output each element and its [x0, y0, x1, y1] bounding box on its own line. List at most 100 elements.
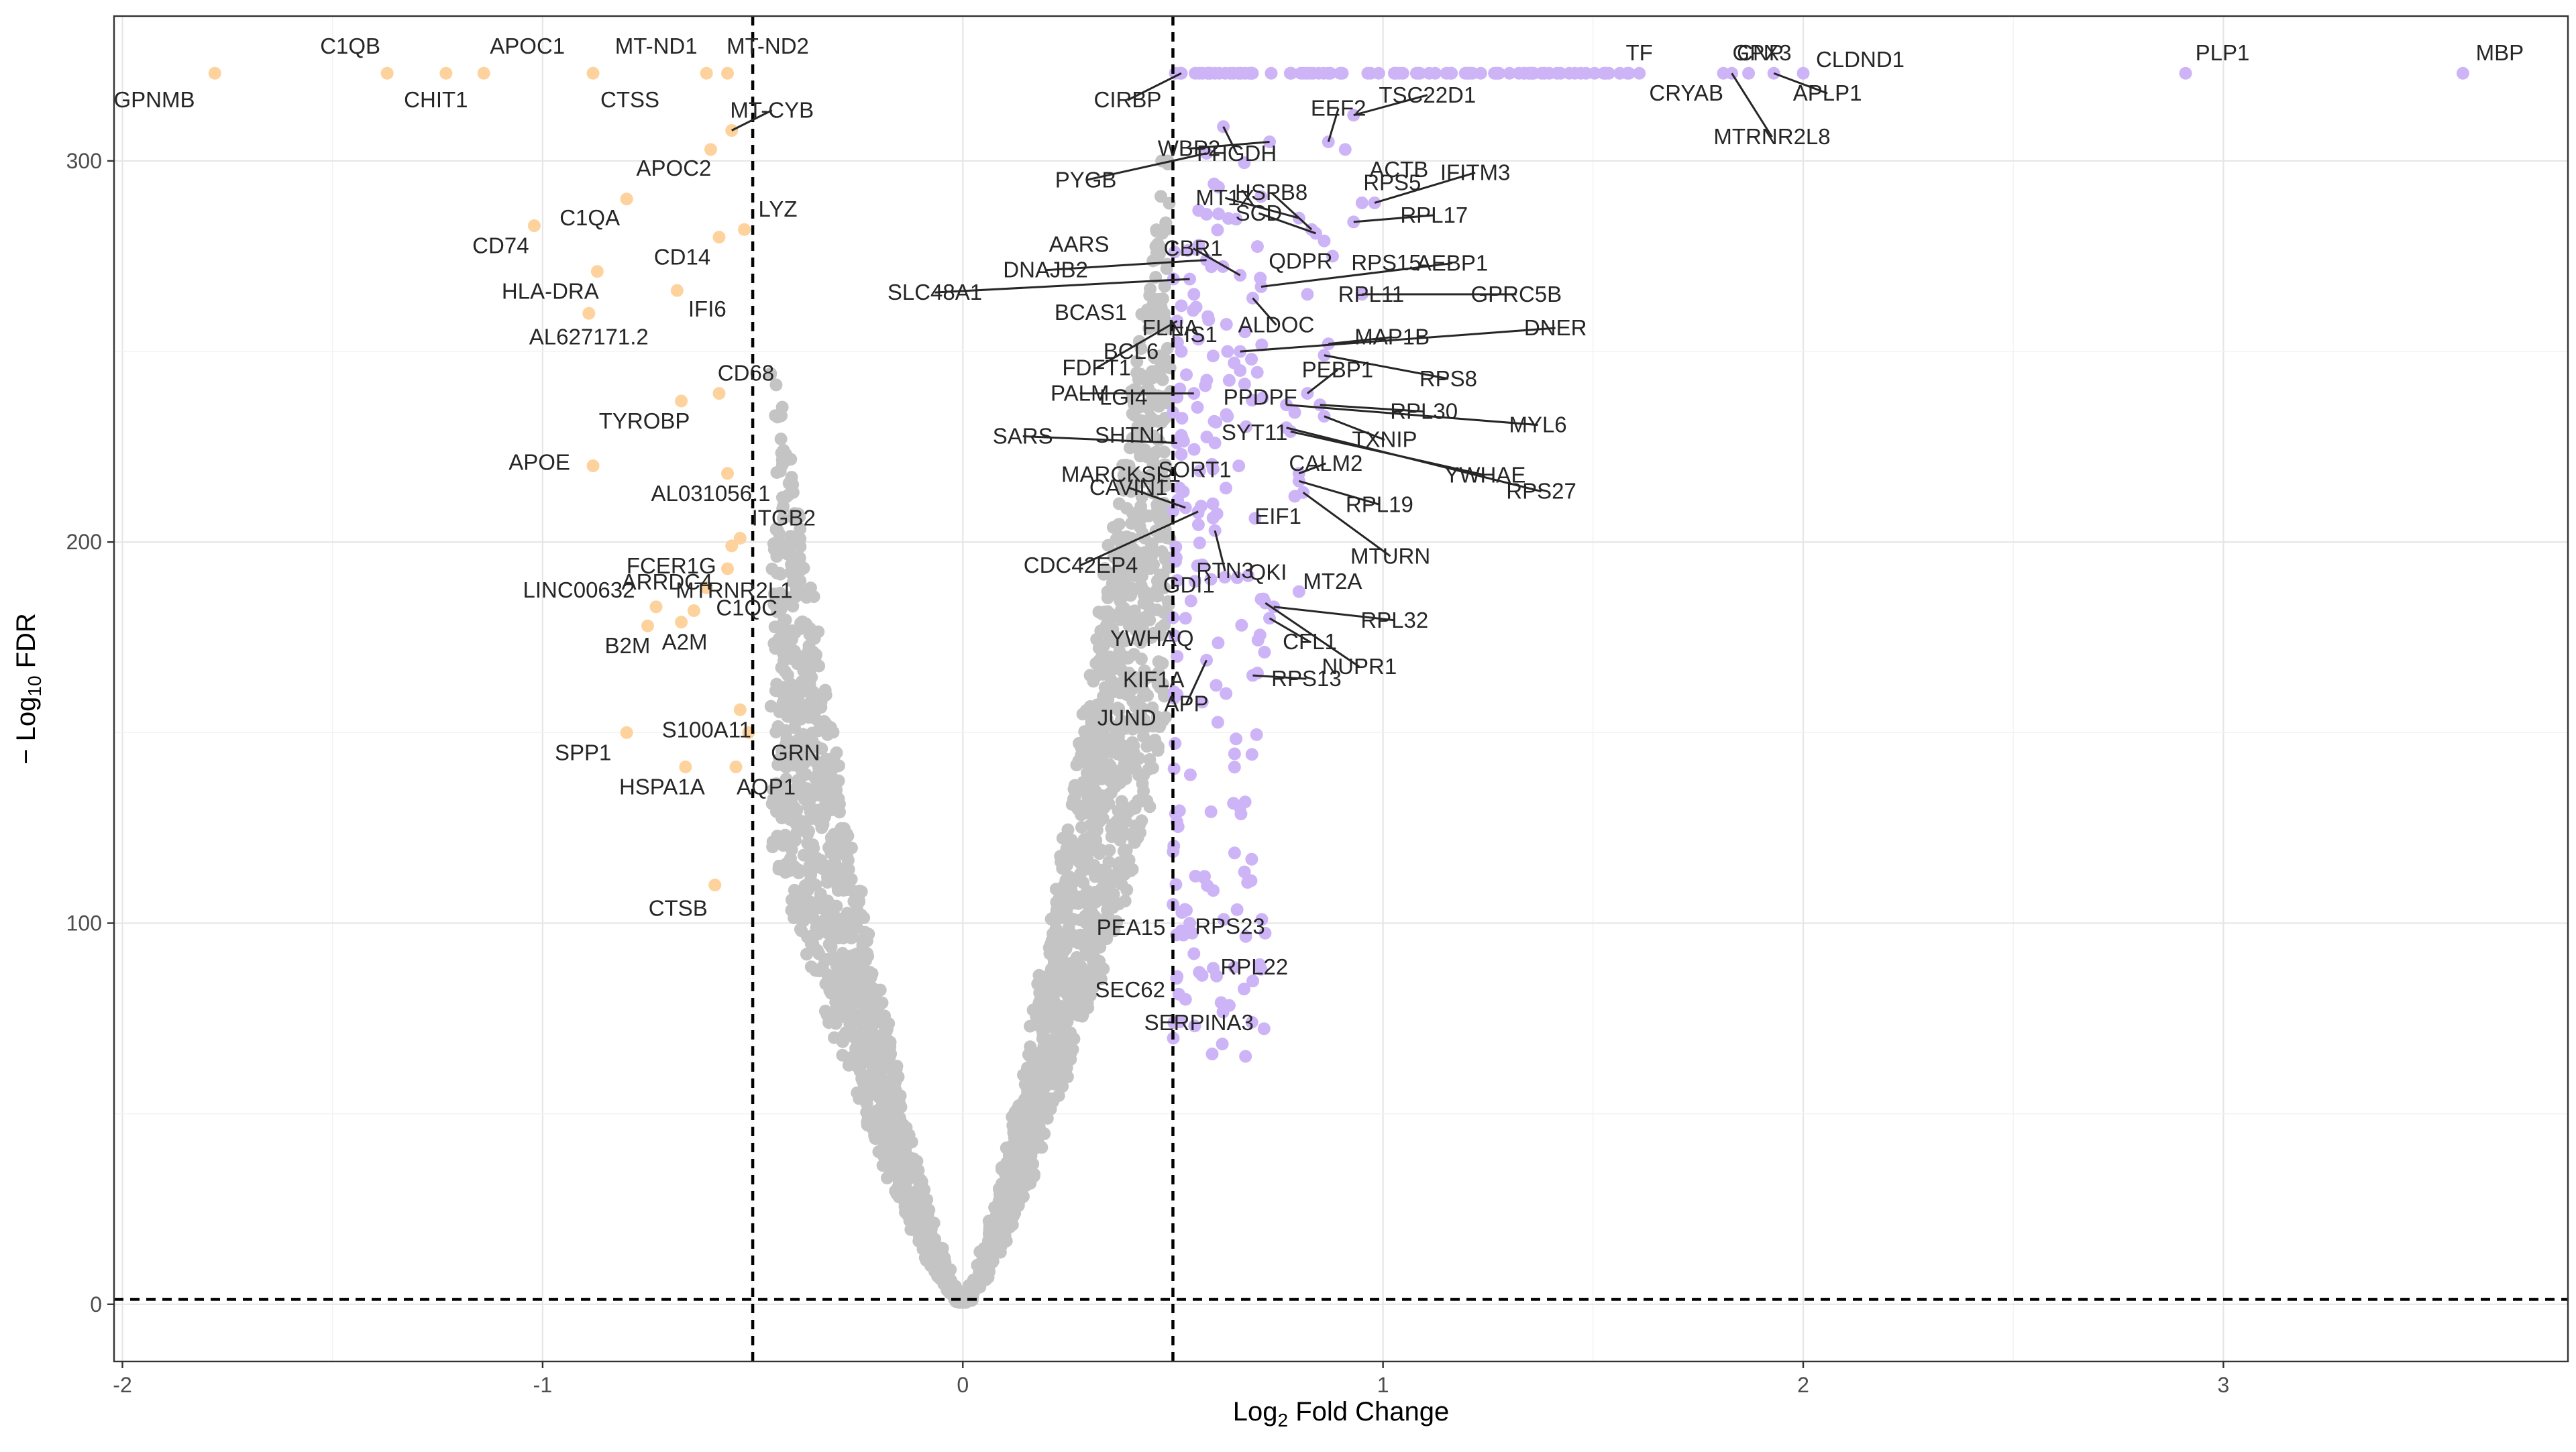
ns-point	[827, 761, 841, 774]
ns-point	[1136, 508, 1149, 521]
ns-point	[995, 1162, 1008, 1176]
ns-point	[1057, 1014, 1071, 1027]
ns-point	[800, 948, 813, 961]
up-point	[1205, 457, 1219, 471]
x-tick-label: -1	[533, 1373, 552, 1397]
gene-label-slc48a1: SLC48A1	[888, 280, 982, 304]
ns-point	[801, 836, 814, 850]
leader-line	[1022, 435, 1177, 444]
ns-point	[1099, 710, 1113, 723]
up-point-capped	[1554, 66, 1567, 80]
gene-label-rps23: RPS23	[1195, 913, 1265, 938]
gene-point-syt11	[1288, 406, 1301, 419]
up-point	[1183, 768, 1197, 781]
axis-ticks: -2 -1 0 1 2 3 0 100 200 300	[66, 149, 2230, 1397]
y-tick-label: 200	[66, 530, 102, 554]
ns-point	[1003, 1142, 1016, 1156]
up-point	[1173, 804, 1186, 818]
leader-line	[1214, 530, 1226, 571]
gene-label-cnp: CNP	[1737, 40, 1784, 65]
ns-point	[1060, 852, 1073, 866]
up-point	[1227, 797, 1240, 810]
up-point-capped	[1579, 66, 1593, 80]
gene-label-tf: TF	[1625, 40, 1652, 65]
up-point	[1167, 504, 1180, 518]
gene-point-apoc2	[704, 143, 717, 156]
leader-line	[1080, 510, 1199, 567]
ns-point	[804, 695, 818, 709]
ns-point	[1008, 1117, 1022, 1131]
up-point	[1210, 679, 1223, 692]
gene-label-rps27: RPS27	[1506, 479, 1576, 504]
gene-point-aqp1	[729, 760, 743, 773]
ns-point	[1152, 240, 1166, 254]
gene-point-cd74	[527, 219, 541, 233]
ns-point	[833, 797, 846, 811]
ns-point	[1027, 1133, 1040, 1146]
ns-point	[832, 965, 845, 979]
up-point-capped	[1517, 66, 1531, 80]
ns-point	[1062, 1054, 1075, 1067]
ns-point	[801, 910, 814, 924]
ns-point	[1017, 1097, 1030, 1110]
ns-point	[989, 1225, 1002, 1239]
up-point	[1212, 636, 1225, 650]
up-point	[1210, 415, 1223, 429]
gene-label-cdc42ep4: CDC42EP4	[1024, 553, 1138, 577]
ns-point	[1079, 942, 1092, 955]
up-point	[1204, 573, 1218, 586]
gene-point-rpl11	[1301, 288, 1314, 301]
up-point-capped	[1213, 66, 1226, 80]
ns-point	[862, 981, 875, 994]
ns-point	[1160, 262, 1173, 276]
ns-point	[1134, 368, 1147, 381]
ns-point	[1143, 282, 1157, 296]
gene-label-eef2: EEF2	[1311, 96, 1366, 121]
ns-point	[1160, 531, 1173, 545]
leader-line	[1240, 327, 1556, 353]
ns-point	[808, 653, 822, 667]
gene-label-cd14: CD14	[654, 245, 710, 270]
ns-point	[994, 1188, 1007, 1201]
y-tick-label: 0	[90, 1292, 102, 1317]
up-point	[1245, 852, 1258, 866]
plot-panel-border	[113, 15, 2569, 1363]
gene-label-s100a11: S100A11	[662, 717, 751, 742]
y-axis-title: − Log10 FDR	[11, 613, 45, 765]
ns-point	[1112, 862, 1126, 875]
leader-line	[1302, 492, 1391, 557]
ns-point	[1084, 769, 1097, 782]
ns-point	[804, 869, 818, 882]
up-point	[1255, 913, 1269, 926]
ns-point	[896, 1124, 910, 1137]
ns-point	[822, 938, 836, 951]
gene-point-c1qa	[620, 192, 633, 206]
gene-point-cldnd1	[1796, 66, 1810, 80]
up-point	[1230, 732, 1243, 746]
ns-point	[1145, 545, 1159, 559]
up-point	[1218, 571, 1232, 584]
ns-point	[1112, 529, 1125, 543]
leader-line	[1286, 404, 1538, 427]
up-point	[1220, 687, 1233, 700]
gene-point-ctss	[586, 66, 600, 80]
gene-label-linc00632: LINC00632	[523, 577, 635, 602]
gene-label-rpl17: RPL17	[1400, 203, 1468, 227]
ns-point	[790, 826, 804, 839]
ns-point	[1079, 970, 1093, 984]
ns-point	[1114, 594, 1127, 608]
up-point	[1200, 374, 1214, 387]
gene-label-rps13: RPS13	[1271, 666, 1342, 691]
ns-point	[1115, 877, 1128, 891]
ns-point	[1048, 995, 1061, 1008]
ns-point	[776, 502, 790, 515]
ns-point	[1159, 711, 1172, 724]
gene-label-wbp2: WBP2	[1158, 136, 1221, 161]
up-point	[1193, 464, 1206, 478]
ns-point	[792, 507, 805, 520]
gene-point-chit1	[439, 66, 453, 80]
gene-label-ywhaq: YWHAQ	[1110, 626, 1194, 651]
gene-label-aldoc: ALDOC	[1238, 313, 1315, 337]
gene-label-tyrobp: TYROBP	[599, 408, 690, 433]
